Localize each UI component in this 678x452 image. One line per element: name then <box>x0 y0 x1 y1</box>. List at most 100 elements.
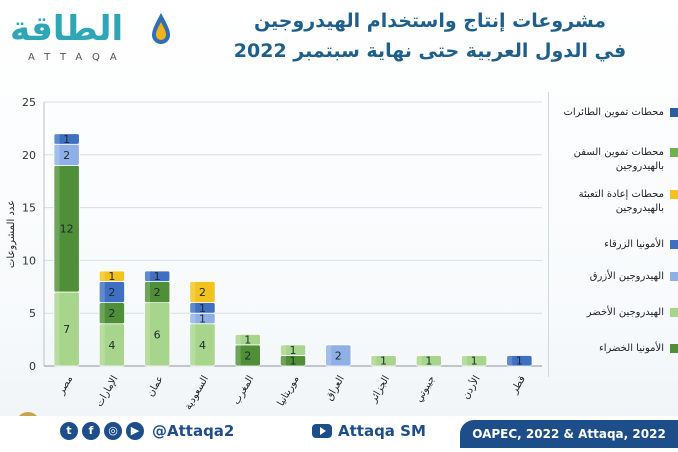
bar-segment-highlight <box>189 302 196 314</box>
legend-label: محطات تموين السفن بالهيدروجين <box>573 147 664 172</box>
bar-segment-highlight <box>416 355 422 366</box>
legend-swatch <box>670 272 678 281</box>
bar-segment-highlight <box>189 323 196 366</box>
bar-segment <box>415 355 442 367</box>
data-label: 2 <box>335 349 342 362</box>
data-label: 6 <box>154 328 161 341</box>
legend-swatch <box>670 240 678 249</box>
legend-item: الهيدروجين الأخضر <box>555 306 678 320</box>
data-label: 2 <box>63 149 70 162</box>
legend-label: الهيدروجين الأخضر <box>586 307 664 318</box>
x-tick-label: المغرب <box>231 374 256 407</box>
legend-swatch <box>670 148 678 157</box>
social-handle[interactable]: @Attaqa2 <box>152 422 235 440</box>
legend-item: الهيدروجين الأزرق <box>555 270 678 284</box>
bar-segment-highlight <box>53 144 60 166</box>
y-tick-label: 25 <box>22 96 36 109</box>
title-line-2: في الدول العربية حتى نهاية سبتمبر 2022 <box>233 40 627 62</box>
bar-segment-highlight <box>144 302 151 366</box>
youtube-channel-label: Attaqa SM <box>338 422 426 440</box>
title-line-1: مشروعات إنتاج واستخدام الهيدروجين <box>253 10 607 32</box>
bar-segment <box>189 281 216 304</box>
bar-segment <box>234 333 261 346</box>
chart-legend: محطات تموين الطائرات محطات تموين السفن با… <box>548 92 678 377</box>
legend-label: الأمونيا الخضراء <box>599 343 664 354</box>
x-tick-label: العراق <box>324 374 347 403</box>
x-tick-label: مصر <box>55 374 75 397</box>
data-label: 4 <box>108 339 115 352</box>
bar-segment-highlight <box>280 344 286 356</box>
legend-item: محطات تموين السفن بالهيدروجين <box>555 146 678 174</box>
bar-segment-highlight <box>144 281 151 303</box>
x-tick-label: عمان <box>145 374 166 399</box>
legend-item: محطات إعادة التعبئة بالهيدروجين <box>555 188 678 216</box>
bar-segment <box>53 133 80 145</box>
bar-segment-highlight <box>506 355 513 366</box>
x-tick-label: الأردن <box>459 373 483 401</box>
legend-label: الهيدروجين الأزرق <box>589 271 664 282</box>
facebook-icon[interactable]: f <box>82 422 100 440</box>
youtube-channel[interactable]: Attaqa SM <box>312 422 426 440</box>
source-credit: OAPEC, 2022 & Attaqa, 2022 <box>460 420 678 448</box>
bar-segment-highlight <box>53 133 60 145</box>
x-tick-label: جيبوتي <box>414 374 438 404</box>
bar-segment <box>279 344 307 356</box>
legend-swatch <box>670 308 678 317</box>
bar-segment-highlight <box>189 281 196 303</box>
legend-item: الأمونيا الخضراء <box>555 342 678 356</box>
data-label: 4 <box>199 339 206 352</box>
bar-segment-highlight <box>99 323 105 366</box>
bar-segment-highlight <box>189 313 196 324</box>
y-axis-title: عدد المشروعات <box>6 200 17 268</box>
bar-segment-highlight <box>99 281 105 303</box>
legend-label: محطات إعادة التعبئة بالهيدروجين <box>578 189 664 214</box>
legend-swatch <box>670 190 678 199</box>
bar-segment <box>370 355 397 367</box>
bar-segment <box>144 270 171 282</box>
data-label: 2 <box>199 286 206 299</box>
bar-segment-highlight <box>370 355 377 366</box>
y-tick-label: 15 <box>22 202 36 215</box>
y-tick-label: 5 <box>29 307 36 320</box>
instagram-icon[interactable]: ◎ <box>104 422 122 440</box>
data-label: 2 <box>154 286 161 299</box>
x-tick-label: قطر <box>509 374 528 397</box>
bar-segment-highlight <box>235 334 241 345</box>
data-label: 2 <box>108 286 115 299</box>
data-label: 2 <box>244 349 251 362</box>
x-tick-label: السعودية <box>183 374 211 412</box>
data-label: 1 <box>199 312 206 325</box>
legend-item: الأمونيا الزرقاء <box>555 238 678 252</box>
bar-segment <box>325 344 352 367</box>
bar-segment-highlight <box>461 355 467 366</box>
logo-english: ATTAQA <box>28 52 127 63</box>
legend-swatch <box>670 108 678 117</box>
data-label: 1 <box>425 355 432 368</box>
data-label: 1 <box>63 133 70 146</box>
y-tick-label: 10 <box>22 254 36 267</box>
data-label: 1 <box>516 355 523 368</box>
data-label: 1 <box>471 355 478 368</box>
bar-segment-highlight <box>235 344 241 366</box>
page-title: مشروعات إنتاج واستخدام الهيدروجين في الد… <box>210 6 650 66</box>
data-label: 1 <box>380 355 387 368</box>
y-tick-label: 0 <box>29 360 36 373</box>
bar-segment-highlight <box>280 355 286 366</box>
data-label: 7 <box>63 323 70 336</box>
twitter-icon[interactable]: t <box>60 422 78 440</box>
youtube-icon[interactable]: ▶ <box>126 422 144 440</box>
bar-segment-highlight <box>325 344 332 366</box>
drop-icon <box>152 13 170 44</box>
legend-swatch <box>670 344 678 353</box>
legend-item: محطات تموين الطائرات <box>555 106 678 120</box>
footer: t f ◎ ▶ @Attaqa2 Attaqa SM OAPEC, 2022 &… <box>0 416 678 452</box>
youtube-play-icon <box>312 424 332 438</box>
data-label: 1 <box>154 270 161 283</box>
data-label: 1 <box>290 355 297 368</box>
data-label: 2 <box>108 307 115 320</box>
data-label: 1 <box>244 334 251 347</box>
bar-segment-highlight <box>53 165 60 293</box>
x-tick-label: موريتانيا <box>276 374 302 408</box>
